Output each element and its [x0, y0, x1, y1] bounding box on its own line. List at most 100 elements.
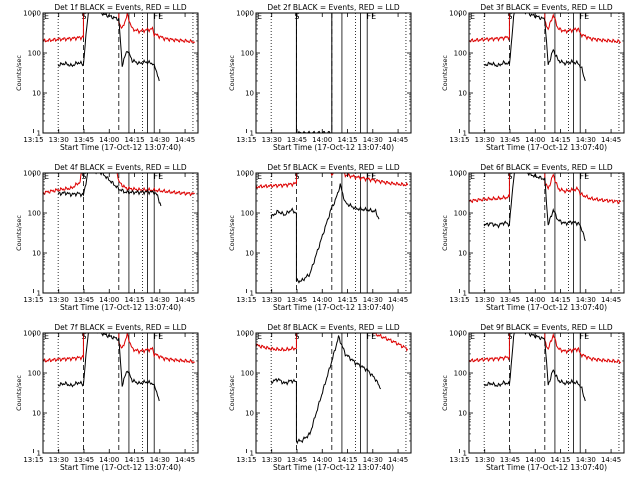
chart-panel-4: Det 4f BLACK = Events, RED = LLDESFE1101… — [15, 163, 199, 312]
chart-title: Det 1f BLACK = Events, RED = LLD — [54, 3, 187, 12]
plot-frame — [255, 12, 412, 134]
x-tick-label: 14:15 — [124, 296, 144, 304]
edge-label-left: E — [44, 12, 49, 21]
plot-frame — [468, 332, 625, 454]
x-tick-label: 13:45 — [287, 296, 307, 304]
y-axis-label: Counts/sec — [15, 55, 23, 91]
chart-panel-1: Det 1f BLACK = Events, RED = LLDESFE1101… — [15, 3, 199, 152]
chart-panel-7: Det 7f BLACK = Events, RED = LLDESFE1101… — [15, 323, 199, 472]
edge-label-left: E — [257, 332, 262, 341]
x-tick-label: 13:45 — [74, 296, 94, 304]
x-tick-label: 14:30 — [576, 136, 596, 144]
x-tick-label: 13:15 — [449, 136, 469, 144]
series-lld-red — [469, 13, 622, 44]
series-events-black — [57, 173, 162, 207]
series-events-black — [270, 183, 380, 284]
edge-label-right: FE — [367, 12, 377, 21]
y-axis-label: Counts/sec — [15, 375, 23, 411]
edge-label-right: FE — [367, 172, 377, 181]
x-tick-label: 13:15 — [236, 136, 256, 144]
y-tick-label: 10 — [32, 90, 41, 98]
edge-label-left: E — [470, 332, 475, 341]
edge-label-right: FE — [154, 172, 164, 181]
series-events-black — [271, 13, 333, 133]
x-tick-label: 14:45 — [388, 456, 408, 464]
x-axis-label: Start Time (17-Oct-12 13:07:40) — [273, 303, 394, 312]
edge-label-right: FE — [367, 332, 377, 341]
y-tick-label: 100 — [28, 50, 41, 58]
x-tick-label: 14:00 — [525, 296, 545, 304]
edge-label-left: E — [44, 332, 49, 341]
y-tick-label: 1000 — [236, 330, 254, 338]
x-tick-label: 13:30 — [475, 136, 495, 144]
x-tick-label: 13:45 — [287, 136, 307, 144]
x-axis-label: Start Time (17-Oct-12 13:07:40) — [273, 463, 394, 472]
x-axis-label: Start Time (17-Oct-12 13:07:40) — [486, 463, 607, 472]
x-tick-label: 13:15 — [236, 456, 256, 464]
x-tick-label: 14:15 — [337, 296, 357, 304]
x-tick-label: 14:45 — [388, 136, 408, 144]
x-tick-label: 13:45 — [74, 136, 94, 144]
x-axis-label: Start Time (17-Oct-12 13:07:40) — [60, 143, 181, 152]
y-tick-label: 1000 — [236, 170, 254, 178]
chart-panel-3: Det 3f BLACK = Events, RED = LLDESFE1101… — [441, 3, 625, 152]
edge-label-right: FE — [154, 332, 164, 341]
x-tick-label: 14:00 — [99, 136, 119, 144]
x-tick-label: 13:15 — [236, 296, 256, 304]
y-axis-label: Counts/sec — [441, 55, 449, 91]
x-tick-label: 13:30 — [49, 136, 69, 144]
edge-label-right: FE — [580, 332, 590, 341]
y-tick-label: 100 — [28, 210, 41, 218]
series-lld-red — [43, 173, 195, 197]
x-tick-label: 13:45 — [500, 136, 520, 144]
chart-panel-8: Det 8f BLACK = Events, RED = LLDESFE1101… — [228, 323, 412, 472]
x-tick-label: 14:45 — [601, 296, 621, 304]
x-tick-label: 13:15 — [449, 456, 469, 464]
y-tick-label: 10 — [245, 410, 254, 418]
chart-title: Det 8f BLACK = Events, RED = LLD — [267, 323, 400, 332]
chart-panel-6: Det 6f BLACK = Events, RED = LLDESFE1101… — [441, 163, 625, 312]
x-tick-label: 13:45 — [500, 456, 520, 464]
y-axis-label: Counts/sec — [441, 375, 449, 411]
y-tick-label: 100 — [28, 370, 41, 378]
series-lld-red — [469, 173, 622, 205]
chart-title: Det 7f BLACK = Events, RED = LLD — [54, 323, 187, 332]
y-tick-label: 1000 — [23, 10, 41, 18]
x-tick-label: 13:30 — [262, 136, 282, 144]
y-axis-label: Counts/sec — [15, 215, 23, 251]
y-axis-label: Counts/sec — [228, 215, 236, 251]
series-events-black — [270, 335, 382, 445]
edge-label-left: E — [470, 172, 475, 181]
x-axis-label: Start Time (17-Oct-12 13:07:40) — [60, 303, 181, 312]
y-tick-label: 1 — [250, 290, 254, 298]
x-tick-label: 14:45 — [175, 296, 195, 304]
chart-title: Det 3f BLACK = Events, RED = LLD — [480, 3, 613, 12]
x-tick-label: 14:45 — [388, 296, 408, 304]
x-tick-label: 13:30 — [49, 296, 69, 304]
y-tick-label: 10 — [458, 410, 467, 418]
plot-frame — [255, 172, 412, 294]
x-tick-label: 13:45 — [74, 456, 94, 464]
series-events-black — [57, 333, 160, 402]
x-tick-label: 14:15 — [337, 136, 357, 144]
y-tick-label: 1000 — [23, 170, 41, 178]
y-tick-label: 100 — [454, 50, 467, 58]
x-tick-label: 13:45 — [287, 456, 307, 464]
x-tick-label: 14:00 — [99, 296, 119, 304]
x-tick-label: 14:45 — [601, 456, 621, 464]
x-tick-label: 14:15 — [550, 456, 570, 464]
x-tick-label: 14:00 — [99, 456, 119, 464]
edge-label-left: E — [470, 12, 475, 21]
y-tick-label: 100 — [454, 210, 467, 218]
y-tick-label: 1000 — [449, 170, 467, 178]
y-tick-label: 1 — [37, 290, 41, 298]
x-tick-label: 13:15 — [449, 296, 469, 304]
y-tick-label: 1 — [250, 450, 254, 458]
y-axis-label: Counts/sec — [228, 55, 236, 91]
series-lld-red — [256, 173, 409, 189]
x-tick-label: 13:30 — [262, 456, 282, 464]
y-tick-label: 100 — [241, 50, 254, 58]
edge-label-left: E — [257, 12, 262, 21]
x-tick-label: 14:15 — [550, 136, 570, 144]
chart-panel-2: Det 2f BLACK = Events, RED = LLDESFE1101… — [228, 3, 412, 152]
